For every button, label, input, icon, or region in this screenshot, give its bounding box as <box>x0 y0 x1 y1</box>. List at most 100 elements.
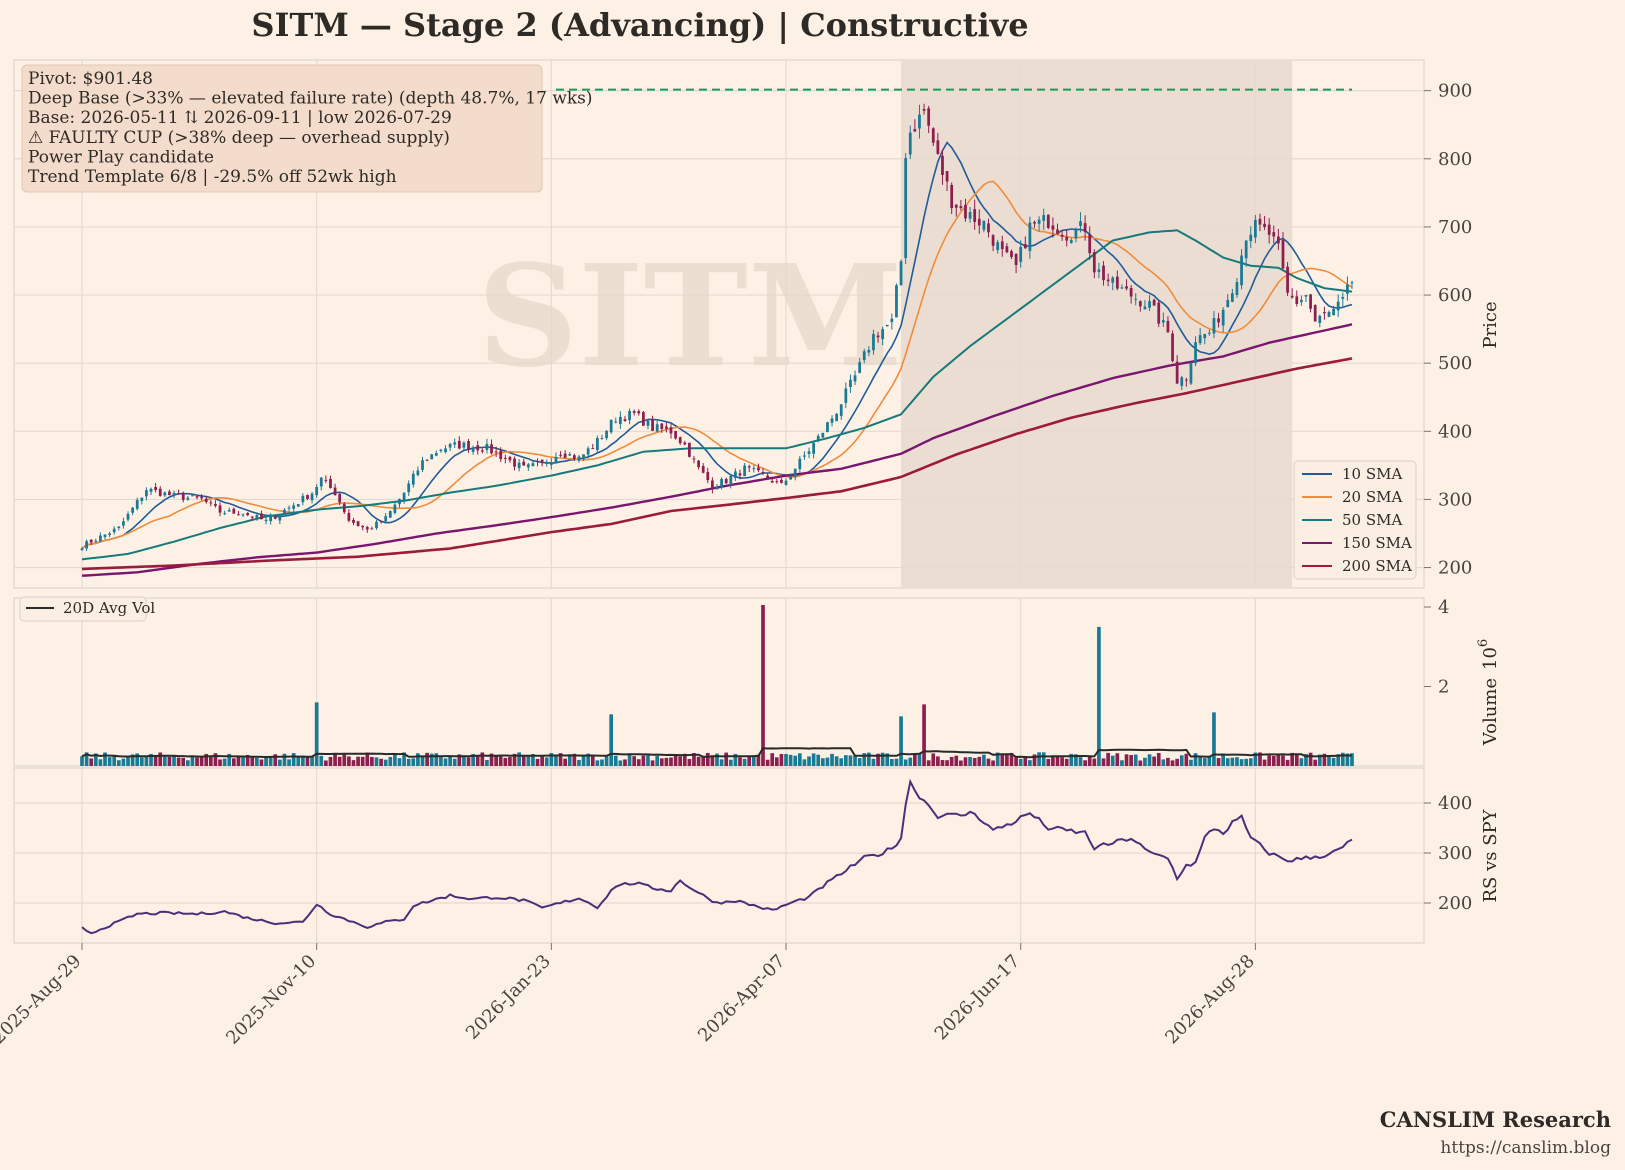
candle-body <box>1276 236 1280 244</box>
candle <box>945 170 949 191</box>
volume-bar <box>834 756 839 766</box>
candle-body <box>444 448 447 453</box>
volume-bar <box>1143 757 1147 766</box>
volume-bar <box>485 759 489 766</box>
candle-body <box>872 334 875 351</box>
candle-body <box>1313 305 1317 322</box>
legend-label: 150 SMA <box>1342 534 1412 552</box>
info-line: ⚠ FAULTY CUP (>38% deep — overhead suppl… <box>28 128 450 148</box>
candle-body <box>168 491 171 496</box>
candle <box>688 442 691 458</box>
candle-body <box>1102 265 1105 281</box>
volume-bar <box>572 753 577 766</box>
candle <box>862 348 866 364</box>
volume-bar <box>788 754 793 766</box>
volume-bar <box>715 753 719 766</box>
candle <box>1253 214 1257 244</box>
candle <box>1189 362 1193 385</box>
volume-bar <box>402 752 406 766</box>
volume-bar <box>112 756 117 766</box>
candle <box>1235 277 1239 298</box>
candle-body <box>85 541 88 549</box>
candle-body <box>1065 236 1069 241</box>
candle <box>444 445 447 454</box>
volume-bar <box>296 757 301 766</box>
volume-bar <box>1110 755 1115 766</box>
ticker-watermark: SITM <box>477 235 903 399</box>
candle-body <box>945 171 949 182</box>
volume-bar <box>636 759 641 766</box>
volume-bar <box>374 757 379 766</box>
volume-bar <box>857 758 862 766</box>
candle-body <box>232 508 236 514</box>
volume-bar <box>696 756 701 766</box>
info-box <box>21 64 543 193</box>
volume-bar <box>397 758 402 766</box>
candle <box>1323 306 1326 320</box>
volume-bar <box>144 755 149 766</box>
candle <box>1313 304 1317 322</box>
candle <box>1212 311 1216 339</box>
candle <box>1272 225 1276 244</box>
candle <box>163 491 167 498</box>
volume-bar <box>1037 752 1041 766</box>
candle-body <box>660 423 664 429</box>
volume-bar <box>1248 758 1253 766</box>
candle <box>812 440 816 459</box>
candle <box>1194 336 1197 367</box>
candle <box>1046 214 1050 230</box>
candle <box>927 105 931 134</box>
candle-body <box>991 235 995 246</box>
info-line: Deep Base (>33% — elevated failure rate)… <box>28 89 593 109</box>
candle <box>545 459 549 467</box>
volume-bar <box>471 754 475 766</box>
candle <box>255 513 259 521</box>
volume-bar <box>351 760 356 766</box>
candle <box>1005 243 1009 254</box>
candle <box>839 404 843 420</box>
candle <box>1097 262 1101 279</box>
volume-bar <box>1313 759 1318 766</box>
candle <box>1111 276 1115 291</box>
candle <box>352 517 355 526</box>
volume-bar <box>1060 757 1064 766</box>
candle-body <box>306 494 309 499</box>
volume-bar <box>1147 754 1152 766</box>
volume-bar <box>93 753 98 766</box>
candle <box>370 526 374 530</box>
candle <box>168 489 171 496</box>
candle <box>674 430 677 440</box>
candle <box>614 417 618 424</box>
candle-body <box>1037 219 1041 224</box>
candle-body <box>1005 246 1009 253</box>
candle-body <box>80 548 84 551</box>
volume-bar <box>908 757 913 766</box>
candle <box>968 206 972 223</box>
candle <box>439 448 443 453</box>
candle-body <box>384 516 388 522</box>
candle-body <box>1161 320 1165 323</box>
candle-body <box>287 507 291 509</box>
volume-bar <box>747 755 752 766</box>
candle-body <box>936 140 940 154</box>
volume-bar <box>1051 756 1055 766</box>
candle-body <box>632 411 636 413</box>
volume-bar <box>462 755 466 766</box>
volume-bar <box>1308 752 1313 766</box>
volume-bar <box>659 758 664 766</box>
volume-bar <box>268 756 273 766</box>
candle-body <box>1129 287 1133 297</box>
volume-bar <box>241 757 245 766</box>
candle <box>1276 228 1280 250</box>
volume-bar <box>627 753 632 766</box>
candle-body <box>1258 218 1262 225</box>
volume-bar <box>774 757 779 766</box>
volume-bar <box>784 753 788 766</box>
candle <box>586 446 590 459</box>
candle-body <box>1097 269 1101 272</box>
volume-bar <box>1239 759 1244 766</box>
candle <box>1336 294 1340 318</box>
rs-line <box>81 778 1353 935</box>
candle-body <box>1346 284 1349 294</box>
candle-body <box>715 486 719 490</box>
